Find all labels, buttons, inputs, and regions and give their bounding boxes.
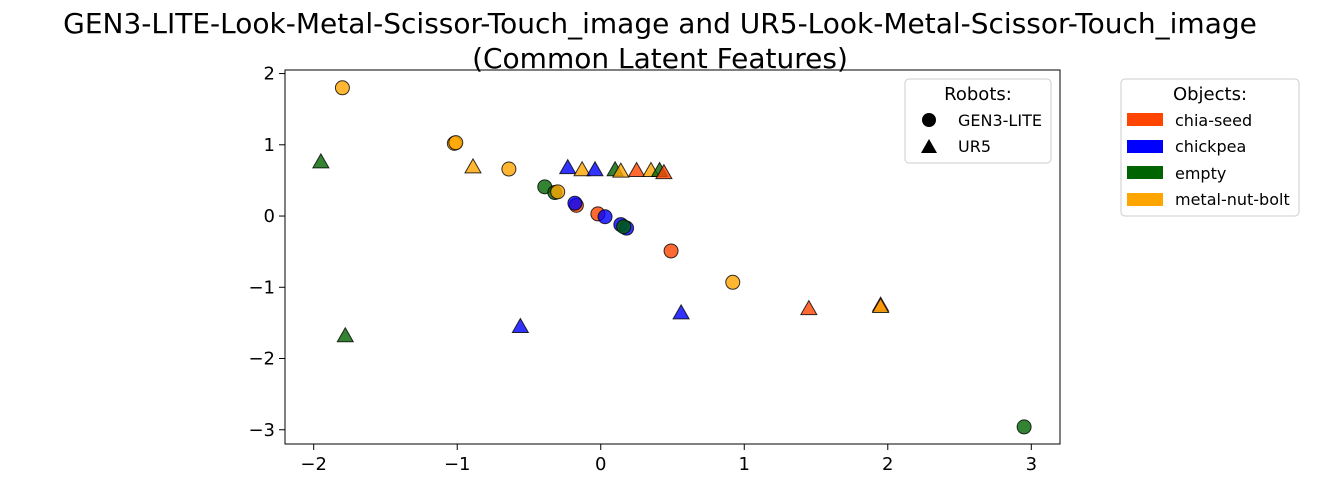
legend-robots-title: Robots: [944, 84, 1012, 105]
legend-robots-label: UR5 [958, 137, 991, 156]
x-tick-label: −2 [300, 454, 327, 475]
x-axis: −2 −1 0 1 2 3 [300, 444, 1037, 475]
point-gen3-lite-metal-nut-bolt [550, 184, 566, 200]
point-gen3-lite-chia-seed [663, 243, 679, 259]
legend-robots: Robots: GEN3-LITE UR5 [904, 78, 1052, 164]
legend-objects-label: empty [1175, 164, 1226, 183]
y-tick-label: 1 [264, 135, 275, 156]
legend-objects-label: chia-seed [1175, 111, 1252, 130]
x-tick-label: 2 [882, 454, 893, 475]
x-tick-label: −1 [444, 454, 471, 475]
plot-area [284, 69, 1061, 445]
point-gen3-lite-metal-nut-bolt [448, 135, 464, 151]
point-gen3-lite-empty [616, 219, 632, 235]
point-gen3-lite-chickpea [567, 195, 583, 211]
point-gen3-lite-metal-nut-bolt [501, 161, 517, 177]
legend-objects-label: metal-nut-bolt [1175, 190, 1290, 209]
legend-robots-label: GEN3-LITE [958, 111, 1042, 130]
point-ur5-chickpea [558, 158, 577, 175]
point-ur5-metal-nut-bolt [573, 160, 591, 177]
x-tick-label: 0 [595, 454, 606, 475]
legend-swatch [1127, 193, 1163, 206]
point-ur5-empty [312, 152, 330, 169]
legend-objects-box [1120, 78, 1300, 217]
y-tick-label: −3 [248, 420, 275, 441]
legend-swatch [1127, 166, 1163, 179]
legend-objects: Objects: chia-seed chickpea empty metal-… [1120, 78, 1300, 217]
x-tick-label: 3 [1026, 454, 1037, 475]
point-gen3-lite-metal-nut-bolt [725, 274, 741, 290]
point-ur5-metal-nut-bolt [611, 162, 630, 178]
legend-marker-circle [922, 113, 936, 127]
y-tick-label: −2 [248, 349, 275, 370]
point-ur5-chia-seed [627, 161, 646, 177]
legend-objects-title: Objects: [1173, 84, 1247, 105]
y-tick-label: 2 [264, 64, 275, 85]
point-ur5-empty [336, 326, 355, 343]
x-tick-label: 1 [739, 454, 750, 475]
point-gen3-lite-empty [1016, 419, 1032, 435]
point-gen3-lite-metal-nut-bolt [334, 80, 350, 96]
point-ur5-chickpea [586, 160, 604, 177]
point-gen3-lite-chickpea [597, 209, 613, 225]
point-ur5-metal-nut-bolt [464, 157, 482, 174]
data-points [312, 80, 1032, 435]
legend-robots-box [904, 78, 1052, 164]
y-tick-label: 0 [264, 206, 275, 227]
legend-swatch [1127, 140, 1163, 153]
legend-marker-triangle [921, 139, 937, 153]
point-ur5-chickpea [511, 317, 530, 333]
y-axis: 2 1 0 −1 −2 −3 [248, 64, 285, 441]
y-tick-label: −1 [248, 277, 275, 298]
chart-title: GEN3-LITE-Look-Metal-Scissor-Touch_image… [63, 7, 1257, 40]
point-ur5-chickpea [672, 303, 690, 320]
legend-swatch [1127, 113, 1163, 126]
point-ur5-metal-nut-bolt [871, 297, 890, 314]
point-ur5-chia-seed [655, 163, 673, 180]
legend-objects-label: chickpea [1175, 137, 1246, 156]
point-ur5-chia-seed [799, 299, 818, 316]
